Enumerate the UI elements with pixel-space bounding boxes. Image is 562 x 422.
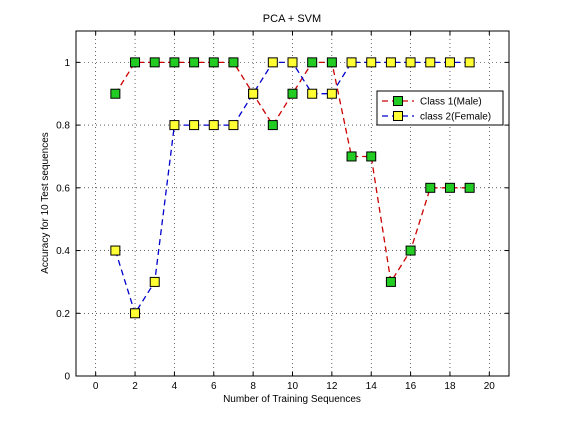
data-point-series-2 — [287, 57, 298, 68]
data-point-series-2 — [208, 120, 219, 131]
data-point-series-1 — [444, 182, 455, 193]
data-point-series-1 — [366, 151, 377, 162]
y-tick-label: 0.2 — [56, 309, 70, 320]
x-tick-label: 12 — [326, 381, 338, 392]
data-point-series-1 — [130, 57, 141, 68]
y-axis-label: Accuracy for 10 Test sequences — [40, 132, 51, 274]
data-point-series-2 — [267, 57, 278, 68]
x-tick-label: 8 — [250, 381, 256, 392]
data-point-series-2 — [248, 88, 259, 99]
data-point-series-2 — [149, 276, 160, 287]
data-point-series-1 — [346, 151, 357, 162]
x-tick-label: 6 — [211, 381, 217, 392]
legend-marker-class2 — [393, 111, 403, 121]
data-point-series-1 — [307, 57, 318, 68]
legend: Class 1(Male) class 2(Female) — [376, 90, 504, 126]
x-tick-label: 4 — [172, 381, 178, 392]
y-tick-label: 0 — [64, 372, 70, 383]
x-tick-label: 0 — [93, 381, 99, 392]
data-point-series-2 — [464, 57, 475, 68]
y-tick-label: 1 — [64, 58, 70, 69]
data-point-series-1 — [425, 182, 436, 193]
series-markers — [110, 57, 475, 319]
data-point-series-1 — [385, 276, 396, 287]
data-point-series-1 — [405, 245, 416, 256]
y-axis-ticks: 0 0.2 0.4 0.6 0.8 1 — [56, 58, 509, 383]
data-point-series-1 — [169, 57, 180, 68]
x-tick-label: 2 — [132, 381, 138, 392]
data-point-series-1 — [287, 88, 298, 99]
data-point-series-1 — [149, 57, 160, 68]
data-point-series-2 — [385, 57, 396, 68]
x-tick-label: 16 — [405, 381, 417, 392]
data-point-series-2 — [130, 308, 141, 319]
data-point-series-2 — [405, 57, 416, 68]
legend-marker-class1 — [393, 96, 403, 106]
grid — [76, 31, 509, 377]
x-axis-label: Number of Training Sequences — [223, 394, 361, 405]
data-point-series-2 — [444, 57, 455, 68]
x-tick-label: 10 — [287, 381, 299, 392]
data-point-series-1 — [189, 57, 200, 68]
legend-label-class1: Class 1(Male) — [420, 97, 482, 108]
legend-label-class2: class 2(Female) — [420, 112, 491, 123]
data-point-series-2 — [307, 88, 318, 99]
data-point-series-2 — [425, 57, 436, 68]
data-point-series-1 — [110, 88, 121, 99]
data-point-series-2 — [346, 57, 357, 68]
data-point-series-2 — [228, 120, 239, 131]
data-point-series-1 — [228, 57, 239, 68]
x-axis-ticks: 0 2 4 6 8 10 12 14 16 18 20 — [93, 31, 495, 392]
data-point-series-2 — [326, 88, 337, 99]
data-point-series-1 — [464, 182, 475, 193]
data-point-series-1 — [326, 57, 337, 68]
y-tick-label: 0.6 — [56, 183, 70, 194]
x-tick-label: 20 — [484, 381, 496, 392]
data-point-series-1 — [267, 120, 278, 131]
data-point-series-2 — [110, 245, 121, 256]
data-point-series-2 — [169, 120, 180, 131]
chart-title: PCA + SVM — [263, 13, 321, 25]
x-tick-label: 18 — [444, 381, 456, 392]
x-tick-label: 14 — [366, 381, 378, 392]
data-point-series-2 — [366, 57, 377, 68]
data-point-series-1 — [208, 57, 219, 68]
y-tick-label: 0.4 — [56, 246, 70, 257]
plot-frame — [75, 30, 510, 377]
y-tick-label: 0.8 — [56, 121, 70, 132]
data-point-series-2 — [189, 120, 200, 131]
